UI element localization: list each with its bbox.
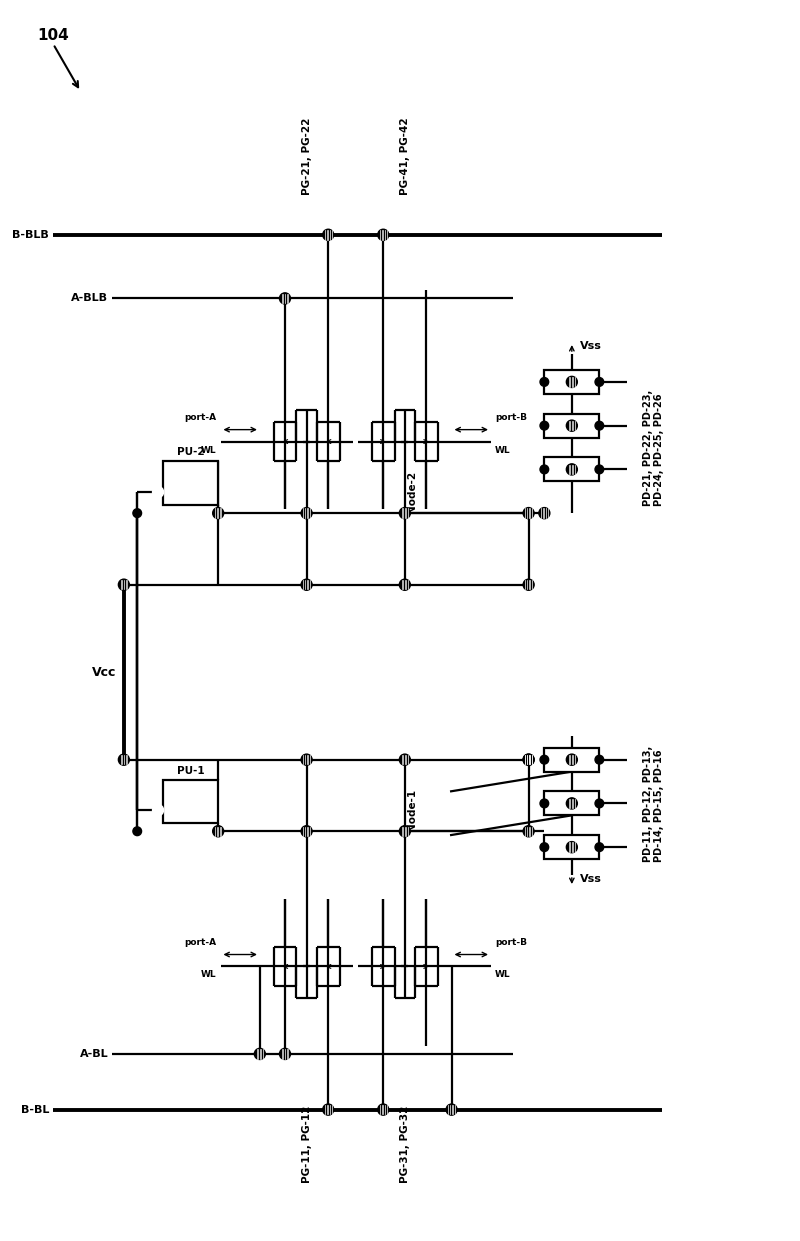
Circle shape [153,486,163,498]
Text: B-BLB: B-BLB [13,230,50,240]
Bar [544,370,599,393]
Circle shape [399,580,410,591]
Circle shape [595,377,604,386]
Circle shape [133,827,142,835]
Text: port-B: port-B [495,937,527,947]
Circle shape [540,377,549,386]
Circle shape [279,293,290,304]
Text: port-B: port-B [495,413,527,422]
Circle shape [540,421,549,431]
Bar [544,413,599,438]
Text: WL: WL [495,446,510,454]
Text: PD-11, PD-12, PD-13,
PD-14, PD-15, PD-16: PD-11, PD-12, PD-13, PD-14, PD-15, PD-16 [642,746,664,861]
Text: PD-21, PD-22, PD-23,
PD-24, PD-25, PD-26: PD-21, PD-22, PD-23, PD-24, PD-25, PD-26 [642,390,664,505]
Circle shape [378,1104,389,1116]
Text: A-BLB: A-BLB [71,293,108,303]
Bar [163,779,218,823]
Bar [163,462,218,505]
Circle shape [540,843,549,851]
Circle shape [399,755,410,766]
Circle shape [301,825,312,836]
Circle shape [595,421,604,431]
Circle shape [302,509,311,517]
Circle shape [213,508,224,519]
Circle shape [566,464,578,475]
Bar [544,835,599,859]
Circle shape [595,756,604,764]
Circle shape [254,1049,266,1060]
Circle shape [133,509,142,517]
Text: Vss: Vss [580,341,602,351]
Circle shape [523,508,534,519]
Bar [544,458,599,482]
Circle shape [595,799,604,808]
Text: WL: WL [201,970,217,979]
Circle shape [539,508,550,519]
Text: PU-2: PU-2 [177,448,205,458]
Circle shape [540,756,549,764]
Circle shape [566,421,578,431]
Text: B-BL: B-BL [21,1104,50,1114]
Circle shape [540,465,549,474]
Text: WL: WL [495,970,510,979]
Text: Vss: Vss [580,874,602,884]
Circle shape [523,755,534,766]
Text: PG-41, PG-42: PG-41, PG-42 [400,118,410,195]
Circle shape [399,825,410,836]
Circle shape [378,230,389,241]
Text: PG-21, PG-22: PG-21, PG-22 [302,118,312,195]
Text: port-A: port-A [185,937,217,947]
Circle shape [566,376,578,387]
Circle shape [540,799,549,808]
Text: WL: WL [201,446,217,454]
Text: Vcc: Vcc [92,665,116,679]
Circle shape [595,465,604,474]
Text: Node-1: Node-1 [407,789,417,831]
Text: port-A: port-A [185,413,217,422]
Text: PU-1: PU-1 [177,766,205,776]
Text: 104: 104 [38,29,69,43]
Circle shape [279,1049,290,1060]
Circle shape [446,1104,457,1116]
Circle shape [401,827,409,835]
Circle shape [322,1104,334,1116]
Circle shape [595,843,604,851]
Text: Node-2: Node-2 [407,472,417,513]
Circle shape [523,825,534,836]
Text: PG-31, PG-32: PG-31, PG-32 [400,1106,410,1183]
Circle shape [399,508,410,519]
Circle shape [118,755,130,766]
Circle shape [301,508,312,519]
Circle shape [118,580,130,591]
Text: PG-11, PG-12: PG-11, PG-12 [302,1106,312,1183]
Circle shape [566,798,578,809]
Circle shape [153,805,163,815]
Bar [544,748,599,772]
Circle shape [302,827,311,835]
Circle shape [301,580,312,591]
Bar [544,792,599,815]
Circle shape [401,509,409,517]
Text: A-BL: A-BL [79,1049,108,1059]
Circle shape [566,841,578,853]
Circle shape [523,755,534,766]
Circle shape [322,230,334,241]
Circle shape [213,825,224,836]
Circle shape [301,755,312,766]
Circle shape [523,580,534,591]
Circle shape [566,755,578,766]
